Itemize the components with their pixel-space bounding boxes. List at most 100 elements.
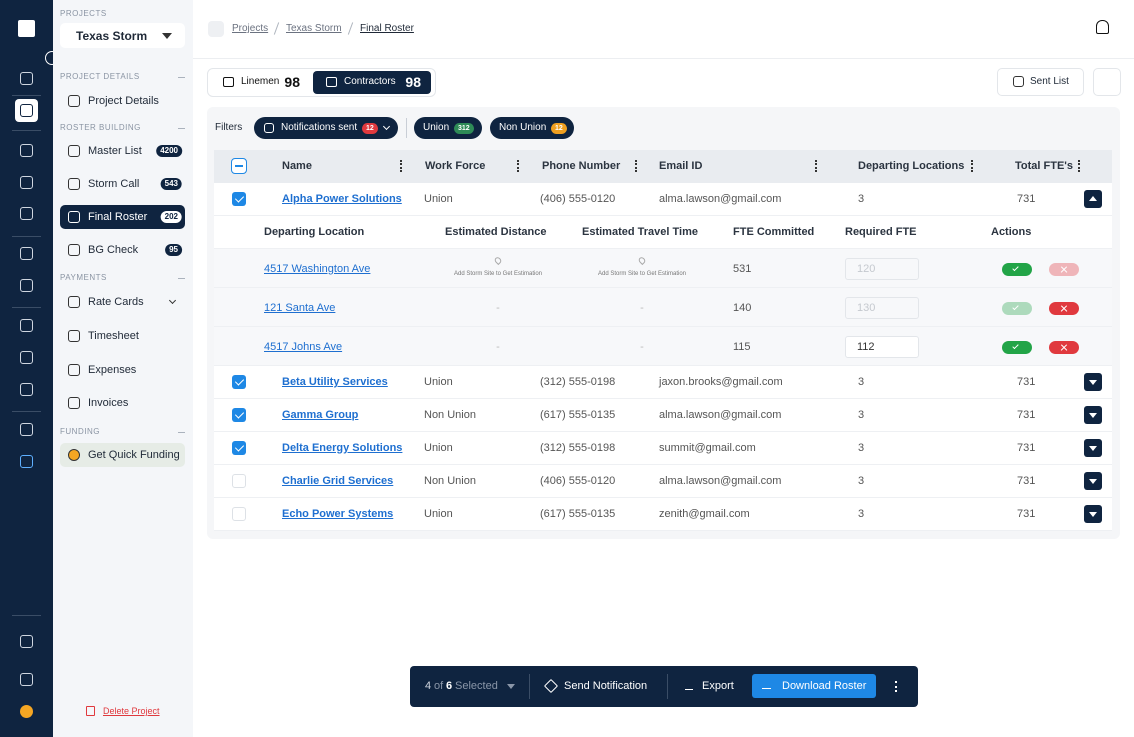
bell[interactable] xyxy=(1096,20,1109,34)
nav-icon xyxy=(68,296,80,308)
rail-icon[interactable] xyxy=(20,144,33,157)
nav-item[interactable]: Final Roster xyxy=(88,211,148,223)
row xyxy=(214,399,1112,432)
kebab[interactable] xyxy=(815,160,817,172)
rail-icon[interactable] xyxy=(20,351,33,364)
required-fte: 130 xyxy=(857,302,876,314)
rail-icon[interactable] xyxy=(20,279,33,292)
rail-icon[interactable] xyxy=(20,673,33,686)
selection-count[interactable]: 4 xyxy=(425,680,432,692)
checkbox[interactable] xyxy=(232,474,246,488)
nav-item[interactable]: Expenses xyxy=(88,364,137,376)
checkbox[interactable] xyxy=(232,507,246,521)
chip-count: 312 xyxy=(454,122,474,134)
selection-caret xyxy=(507,684,515,689)
rail-icon[interactable] xyxy=(20,635,33,648)
toggle-arrow xyxy=(1089,380,1097,385)
rail-divider xyxy=(12,411,41,412)
accept-btn[interactable] xyxy=(1002,341,1032,354)
project-name: Texas Storm xyxy=(76,29,148,43)
workforce: Union xyxy=(424,508,453,520)
nav-icon xyxy=(68,330,80,342)
company-name[interactable]: Delta Energy Solutions xyxy=(282,442,403,454)
column-header: Name xyxy=(282,160,312,172)
kebab[interactable] xyxy=(400,160,402,172)
sent-list-btn[interactable] xyxy=(997,68,1084,96)
rail-icon[interactable] xyxy=(20,383,33,396)
send-notification[interactable]: Send Notification xyxy=(564,680,648,692)
kebab[interactable] xyxy=(517,160,519,172)
time: - xyxy=(640,302,644,314)
checkbox[interactable] xyxy=(232,441,246,455)
chip-icon xyxy=(264,123,274,133)
kebab[interactable] xyxy=(971,160,973,172)
bar-divider xyxy=(667,674,668,699)
rail-icon[interactable] xyxy=(20,104,33,117)
nav-item[interactable]: Storm Call xyxy=(88,178,140,190)
selection-count[interactable]: 6 xyxy=(446,680,453,692)
breadcrumb[interactable]: Final Roster xyxy=(360,23,414,34)
nav-highlight xyxy=(60,443,185,467)
breadcrumb[interactable]: Projects xyxy=(232,23,269,34)
company-name[interactable]: Alpha Power Solutions xyxy=(282,193,402,205)
rail-icon[interactable] xyxy=(20,176,33,189)
nav-icon xyxy=(68,211,80,223)
nav-item[interactable]: Master List xyxy=(88,145,142,157)
company-name[interactable]: Echo Power Systems xyxy=(282,508,394,520)
nav-item[interactable]: Timesheet xyxy=(88,330,139,342)
tab-label[interactable]: Linemen xyxy=(241,76,280,87)
rail-icon[interactable] xyxy=(20,207,33,220)
filter-chip[interactable] xyxy=(254,117,398,139)
trash-icon xyxy=(86,706,95,716)
workforce: Union xyxy=(424,376,453,388)
nav-item[interactable]: Invoices xyxy=(88,397,129,409)
company-name[interactable]: Charlie Grid Services xyxy=(282,475,394,487)
download-roster[interactable]: Download Roster xyxy=(782,680,867,692)
nav-item[interactable]: Rate Cards xyxy=(88,296,144,308)
checkbox[interactable] xyxy=(232,375,246,389)
workforce: Non Union xyxy=(424,409,476,421)
sent-list[interactable]: Sent List xyxy=(1030,76,1069,87)
company-name[interactable]: Gamma Group xyxy=(282,409,359,421)
nav-item[interactable]: Get Quick Funding xyxy=(88,449,180,461)
rail-icon[interactable] xyxy=(20,319,33,332)
distance: - xyxy=(496,302,500,314)
nav-item[interactable]: Project Details xyxy=(88,95,159,107)
locations: 3 xyxy=(858,475,865,487)
rail-icon[interactable] xyxy=(20,455,33,468)
export[interactable]: Export xyxy=(702,680,734,692)
checkbox[interactable] xyxy=(232,192,246,206)
accept-btn[interactable] xyxy=(1002,263,1032,276)
row xyxy=(214,432,1112,465)
tab-label[interactable]: Contractors xyxy=(344,76,396,87)
delete-project[interactable]: Delete Project xyxy=(103,706,160,716)
back[interactable] xyxy=(208,21,224,37)
checkbox-dash xyxy=(235,165,243,167)
expand-btn[interactable] xyxy=(1093,68,1121,96)
location[interactable]: 121 Santa Ave xyxy=(264,302,336,314)
location[interactable]: 4517 Johns Ave xyxy=(264,341,343,353)
rail-icon[interactable] xyxy=(20,247,33,260)
nav-badge: 202 xyxy=(160,211,182,223)
section-collapse xyxy=(178,128,185,129)
accept-btn[interactable] xyxy=(1002,302,1032,315)
nav-item[interactable]: BG Check xyxy=(88,244,139,256)
breadcrumb-sep xyxy=(273,22,280,35)
location[interactable]: 4517 Washington Ave xyxy=(264,263,371,275)
kebab[interactable] xyxy=(635,160,637,172)
workforce: Union xyxy=(424,442,453,454)
total-fte: 731 xyxy=(1017,409,1036,421)
breadcrumb[interactable]: Texas Storm xyxy=(286,23,342,34)
kebab[interactable] xyxy=(1078,160,1080,172)
filter-chip[interactable] xyxy=(490,117,574,139)
selection-count[interactable]: of xyxy=(434,680,444,692)
rail-icon[interactable] xyxy=(20,72,33,85)
checkbox[interactable] xyxy=(232,408,246,422)
selection-count[interactable]: Selected xyxy=(455,680,498,692)
section-collapse xyxy=(178,432,185,433)
bar-kebab[interactable] xyxy=(895,681,897,692)
company-name[interactable]: Beta Utility Services xyxy=(282,376,388,388)
rail-icon[interactable] xyxy=(20,423,33,436)
required-input[interactable] xyxy=(845,336,919,358)
download-btn[interactable] xyxy=(752,674,876,698)
